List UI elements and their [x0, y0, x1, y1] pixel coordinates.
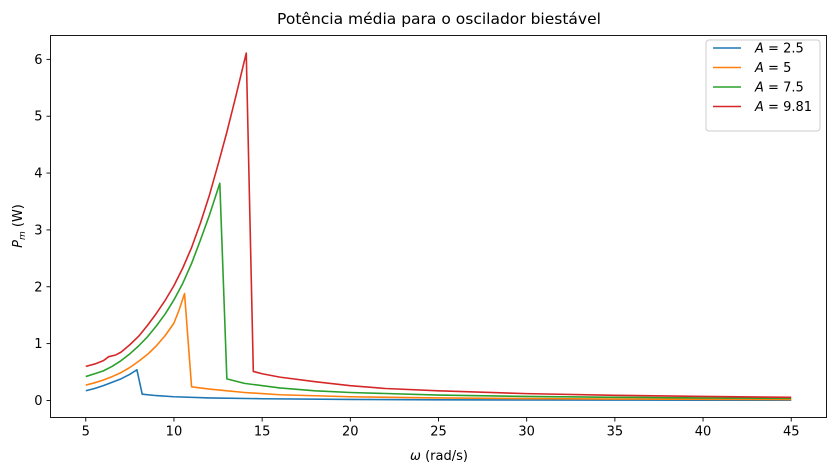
x-tick-label: 40	[695, 425, 712, 440]
x-tick-label: 35	[607, 425, 624, 440]
legend-label: A = 2.5	[754, 42, 804, 57]
legend: A = 2.5 A = 5 A = 7.5 A = 9.81	[705, 39, 821, 132]
y-tick-label: 6	[34, 53, 42, 68]
x-tick-label: 20	[342, 425, 359, 440]
chart-title: Potência média para o oscilador biestáve…	[277, 10, 601, 28]
y-tick-label: 0	[34, 394, 42, 409]
legend-entries: A = 2.5 A = 5 A = 7.5 A = 9.81	[713, 42, 812, 115]
x-tick-label: 10	[166, 425, 183, 440]
y-tick-label: 4	[34, 167, 42, 182]
x-tick-label: 5	[82, 425, 90, 440]
x-tick-label: 30	[518, 425, 535, 440]
series-line-1	[85, 368, 792, 402]
plot-lines	[85, 52, 792, 402]
x-tick-label: 15	[254, 425, 271, 440]
series-line-3	[85, 182, 792, 400]
y-tick-label: 3	[34, 223, 42, 238]
y-tick-label: 1	[34, 337, 42, 352]
legend-label: A = 7.5	[754, 81, 804, 96]
y-axis-label: Pm (W)	[11, 204, 28, 248]
x-axis-label: ω (rad/s)	[410, 449, 468, 464]
series-line-2	[85, 292, 792, 401]
legend-box	[705, 39, 821, 132]
y-tick-label: 5	[34, 110, 42, 125]
series-line-4	[85, 52, 792, 399]
y-axis: 0 1 2 3 4 5 6	[34, 53, 51, 409]
legend-label: A = 9.81	[754, 100, 812, 115]
y-tick-label: 2	[34, 280, 42, 295]
x-tick-label: 45	[783, 425, 800, 440]
x-axis: 5 10 15 20 25 30 35 40 45	[82, 417, 800, 440]
x-tick-label: 25	[430, 425, 447, 440]
legend-label: A = 5	[754, 61, 791, 76]
